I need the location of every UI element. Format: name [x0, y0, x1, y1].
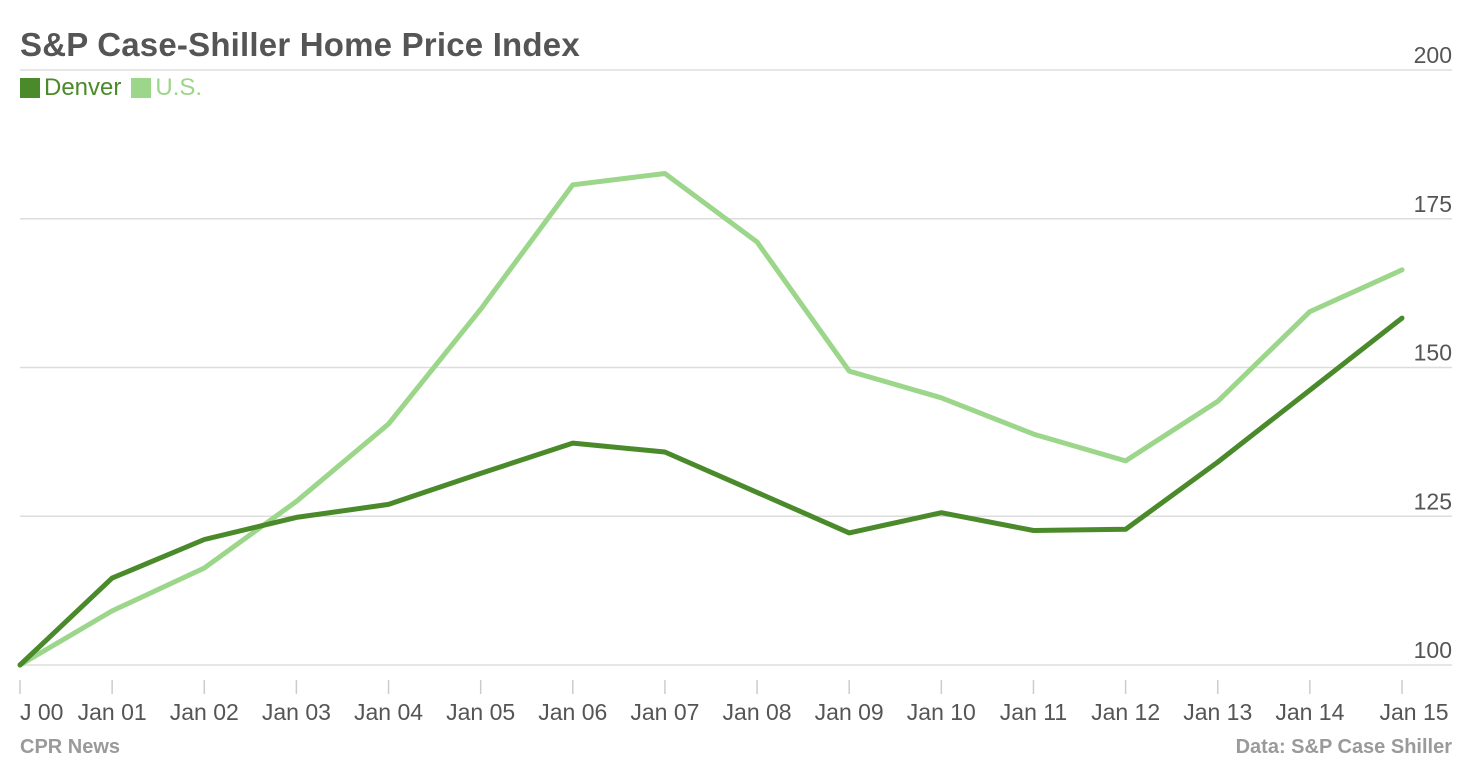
gridlines — [20, 69, 1452, 666]
x-tick-label: Jan 11 — [1000, 699, 1067, 725]
x-tick-label: Jan 10 — [907, 699, 976, 725]
series-lines — [17, 171, 1405, 668]
series-line-us — [17, 171, 1405, 668]
x-tick-label: Jan 13 — [1183, 699, 1252, 725]
x-tick-label: Jan 05 — [446, 699, 515, 725]
x-tick-label: Jan 14 — [1275, 699, 1344, 725]
y-axis-tick-labels: 100 125 150 175 200 — [1414, 42, 1452, 663]
legend-label-denver: Denver — [44, 74, 122, 101]
x-tick-label: Jan 08 — [723, 699, 792, 725]
chart-title: S&P Case-Shiller Home Price Index — [20, 26, 580, 63]
footer-credit: CPR News — [20, 736, 121, 758]
x-axis: J 00 Jan 01 Jan 02 Jan 03 Jan 04 Jan 05 Jan 06… — [19, 680, 1449, 725]
x-tick-label: Jan 02 — [170, 699, 239, 725]
y-tick-label-100: 100 — [1414, 637, 1452, 663]
series-line-denver — [17, 315, 1405, 668]
legend: Denver U.S. — [20, 74, 212, 102]
legend-swatch-denver — [20, 78, 40, 98]
x-tick-label: Jan 15 — [1379, 699, 1448, 725]
x-tick-label: J 00 — [20, 699, 63, 725]
y-tick-label-125: 125 — [1414, 488, 1452, 514]
x-tick-label: Jan 09 — [815, 699, 884, 725]
legend-item-denver: Denver — [20, 74, 121, 102]
y-tick-label-150: 150 — [1414, 340, 1452, 366]
x-tick-label: Jan 12 — [1091, 699, 1160, 725]
x-tick-label: Jan 06 — [538, 699, 607, 725]
x-tick-label: Jan 01 — [78, 699, 147, 725]
y-tick-label-175: 175 — [1414, 191, 1452, 217]
legend-item-us: U.S. — [131, 74, 202, 102]
x-tick-label: Jan 04 — [354, 699, 423, 725]
y-tick-label-200: 200 — [1414, 42, 1452, 68]
legend-label-us: U.S. — [155, 74, 203, 101]
legend-swatch-us — [131, 78, 152, 98]
footer-data-source: Data: S&P Case Shiller — [1235, 736, 1452, 758]
x-tick-label: Jan 07 — [630, 699, 699, 725]
x-tick-label: Jan 03 — [262, 699, 331, 725]
